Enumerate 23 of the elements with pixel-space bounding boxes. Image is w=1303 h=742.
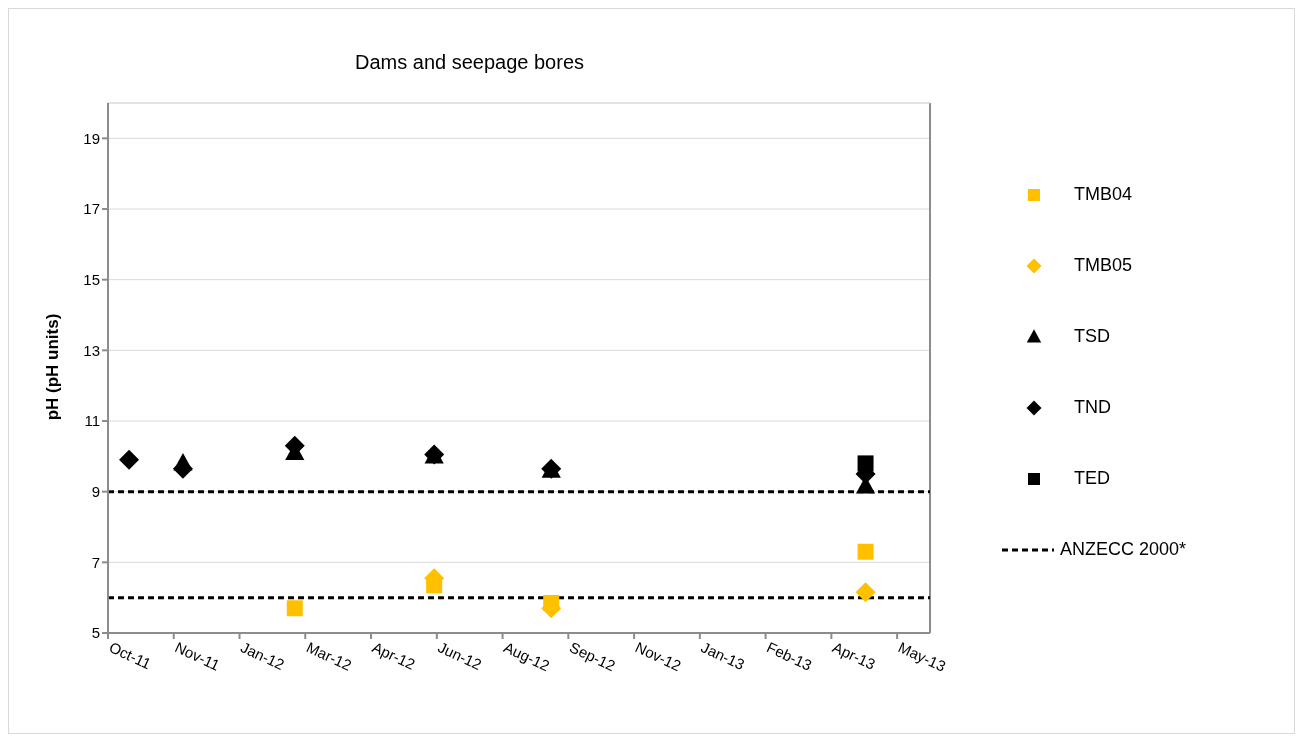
legend-label: TMB04 [1074,184,1133,205]
point [426,577,443,594]
y-tick-label: 15 [83,270,100,288]
point [857,543,874,560]
y-tick-label: 19 [83,129,100,147]
y-tick-label: 11 [84,412,100,430]
legend-label: TND [1074,397,1111,418]
legend-label: TED [1074,468,1110,489]
legend-label: TSD [1074,326,1110,347]
legend-label: TMB05 [1074,255,1133,276]
y-tick-label: 7 [91,553,100,571]
point [173,453,193,471]
point [119,449,140,470]
y-tick-label: 5 [91,624,100,642]
y-tick-label: 17 [83,200,100,218]
legend-label: ANZECC 2000* [1060,539,1187,560]
point [543,594,560,611]
y-tick-label: 13 [83,341,100,359]
chart-title: Dams and seepage bores [353,51,585,74]
y-tick-label: 9 [91,482,100,500]
y-axis-title: pH (pH units) [43,312,63,423]
point [286,600,303,617]
point [855,582,876,603]
